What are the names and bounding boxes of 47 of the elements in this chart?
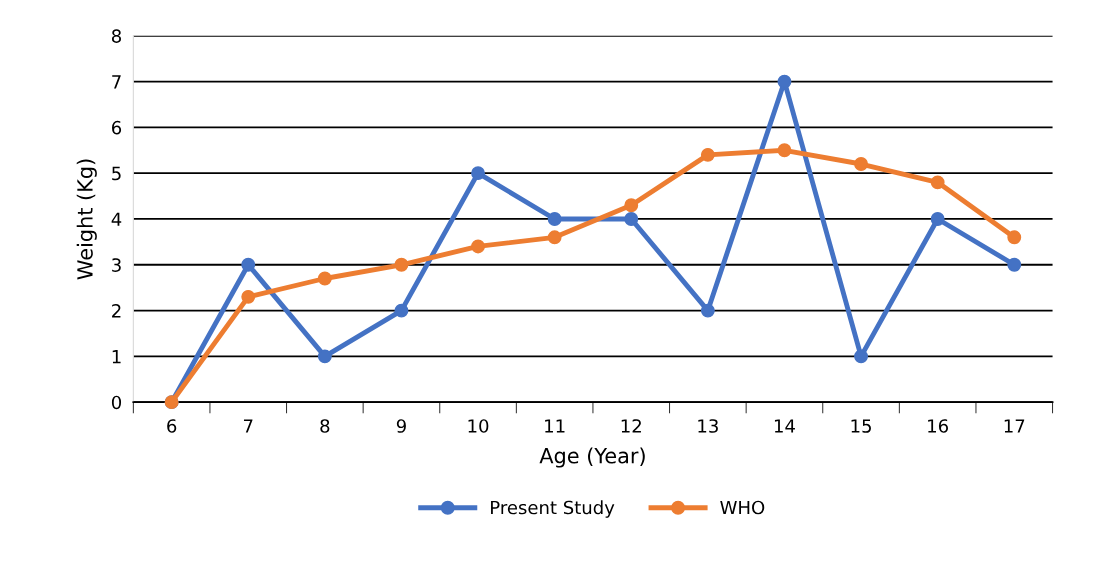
point bbox=[317, 349, 332, 364]
x-tick-label: 16 bbox=[928, 419, 949, 433]
x-tick-label: 17 bbox=[1004, 419, 1025, 433]
x-tick-label: 6 bbox=[167, 419, 177, 433]
point bbox=[547, 212, 562, 226]
point bbox=[854, 349, 869, 364]
x-tick-label: 9 bbox=[396, 419, 406, 433]
x-tick-label: 7 bbox=[243, 419, 253, 433]
x-tick-label: 14 bbox=[774, 419, 795, 433]
y-tick-label: 2 bbox=[112, 304, 121, 318]
y-tick-label: 8 bbox=[111, 29, 121, 43]
x-tick-label: 13 bbox=[698, 419, 718, 433]
point bbox=[700, 303, 715, 318]
y-tick-label: 0 bbox=[111, 395, 122, 410]
y-tick-label: 7 bbox=[112, 75, 121, 89]
point bbox=[624, 198, 639, 213]
point bbox=[1007, 257, 1022, 272]
y-tick-label: 6 bbox=[112, 120, 122, 135]
point bbox=[1007, 230, 1022, 245]
point bbox=[777, 143, 792, 158]
y-tick-label: 1 bbox=[112, 350, 121, 364]
point bbox=[471, 166, 485, 181]
point bbox=[777, 74, 792, 89]
point bbox=[317, 271, 332, 286]
legend-label: WHO bbox=[720, 500, 765, 515]
x-tick-label: 8 bbox=[320, 419, 330, 433]
point bbox=[394, 257, 409, 272]
point bbox=[471, 239, 485, 254]
point bbox=[700, 147, 715, 162]
point bbox=[241, 257, 256, 272]
point bbox=[930, 175, 945, 190]
point bbox=[241, 289, 256, 304]
y-axis-title: Weight (Kg) bbox=[76, 159, 97, 280]
point bbox=[854, 157, 869, 171]
x-tick-label: 12 bbox=[621, 419, 641, 433]
y-tick-label: 4 bbox=[111, 212, 122, 226]
x-axis-title: Age (Year) bbox=[539, 447, 645, 468]
point bbox=[930, 212, 945, 226]
y-tick-label: 5 bbox=[112, 166, 121, 181]
point bbox=[624, 212, 639, 226]
x-tick-label: 15 bbox=[851, 419, 871, 433]
x-tick-label: 10 bbox=[468, 419, 489, 433]
y-tick-label: 3 bbox=[112, 258, 121, 272]
legend-label: Present Study bbox=[491, 500, 615, 518]
point bbox=[394, 303, 409, 318]
point bbox=[547, 230, 562, 245]
x-tick-label: 11 bbox=[545, 419, 565, 433]
